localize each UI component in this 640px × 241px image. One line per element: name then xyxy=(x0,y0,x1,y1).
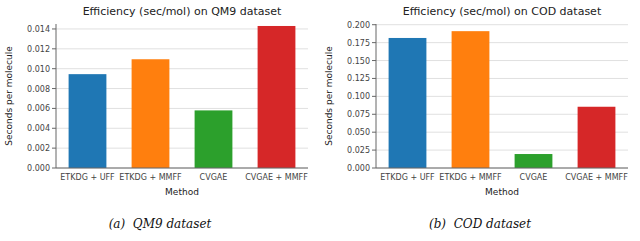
y-tick xyxy=(372,96,376,97)
y-tick-label: 0.004 xyxy=(27,124,50,133)
x-axis-label: Method xyxy=(485,187,519,197)
y-tick xyxy=(372,150,376,151)
y-tick xyxy=(372,24,376,25)
y-axis-label: Seconds per molecule xyxy=(324,46,334,146)
x-tick-label: CVGAE + MMFF xyxy=(565,173,628,182)
x-axis-label: Method xyxy=(165,187,199,197)
x-tick-label: ETKDG + UFF xyxy=(60,173,115,182)
y-tick-label: 0.150 xyxy=(347,57,370,66)
x-tick-label: CVGAE xyxy=(520,173,548,182)
y-tick xyxy=(52,128,56,129)
panel: Efficiency (sec/mol) on COD dataset 0.000… xyxy=(324,5,628,231)
x-axis xyxy=(376,168,628,169)
grid-line xyxy=(56,168,308,169)
y-tick-label: 0.008 xyxy=(27,85,50,94)
chart-title: Efficiency (sec/mol) on QM9 dataset xyxy=(83,5,282,18)
bar xyxy=(258,26,296,168)
bar xyxy=(578,107,616,168)
chart-title: Efficiency (sec/mol) on COD dataset xyxy=(403,5,602,18)
y-tick-label: 0.075 xyxy=(347,110,370,119)
x-tick-label: ETKDG + MMFF xyxy=(439,173,502,182)
grid-line xyxy=(376,24,628,25)
y-tick-label: 0.010 xyxy=(27,65,50,74)
y-tick-label: 0.014 xyxy=(27,25,50,34)
panel: Efficiency (sec/mol) on QM9 dataset 0.000… xyxy=(4,5,308,231)
y-tick-label: 0.200 xyxy=(347,21,370,30)
x-tick-label: ETKDG + UFF xyxy=(380,173,435,182)
x-axis xyxy=(56,168,308,169)
y-tick xyxy=(372,60,376,61)
y-axis-label: Seconds per molecule xyxy=(4,46,14,146)
chart-root: Efficiency (sec/mol) on QM9 dataset 0.000… xyxy=(0,0,640,241)
y-tick xyxy=(372,168,376,169)
y-tick xyxy=(372,132,376,133)
bar xyxy=(69,74,107,168)
bars xyxy=(69,26,296,168)
y-tick-label: 0.002 xyxy=(27,144,50,153)
y-axis xyxy=(56,24,57,168)
y-tick xyxy=(52,148,56,149)
bar xyxy=(195,110,233,168)
y-tick-label: 0.006 xyxy=(27,104,50,113)
bars xyxy=(389,31,616,168)
y-tick xyxy=(52,88,56,89)
y-tick xyxy=(52,28,56,29)
bar xyxy=(515,154,553,168)
x-tick-label: CVGAE xyxy=(200,173,228,182)
y-tick xyxy=(372,42,376,43)
y-tick-label: 0.050 xyxy=(347,128,370,137)
x-tick-label: ETKDG + MMFF xyxy=(119,173,182,182)
y-tick xyxy=(372,78,376,79)
y-tick-label: 0.025 xyxy=(347,146,370,155)
y-tick xyxy=(52,68,56,69)
y-tick xyxy=(372,114,376,115)
y-tick-label: 0.100 xyxy=(347,92,370,101)
bar xyxy=(389,38,427,168)
y-axis xyxy=(376,24,377,168)
grid-line xyxy=(376,168,628,169)
bar xyxy=(452,31,490,168)
y-tick xyxy=(52,108,56,109)
y-tick-label: 0.125 xyxy=(347,74,370,83)
y-tick-label: 0.175 xyxy=(347,39,370,48)
x-tick-label: CVGAE + MMFF xyxy=(245,173,308,182)
bar xyxy=(132,59,170,168)
y-tick-label: 0.000 xyxy=(27,164,50,173)
caption: (a) QM9 dataset xyxy=(109,217,212,231)
caption: (b) COD dataset xyxy=(429,217,531,231)
y-tick xyxy=(52,168,56,169)
y-tick-label: 0.000 xyxy=(347,164,370,173)
y-tick-label: 0.012 xyxy=(27,45,50,54)
y-tick xyxy=(52,48,56,49)
